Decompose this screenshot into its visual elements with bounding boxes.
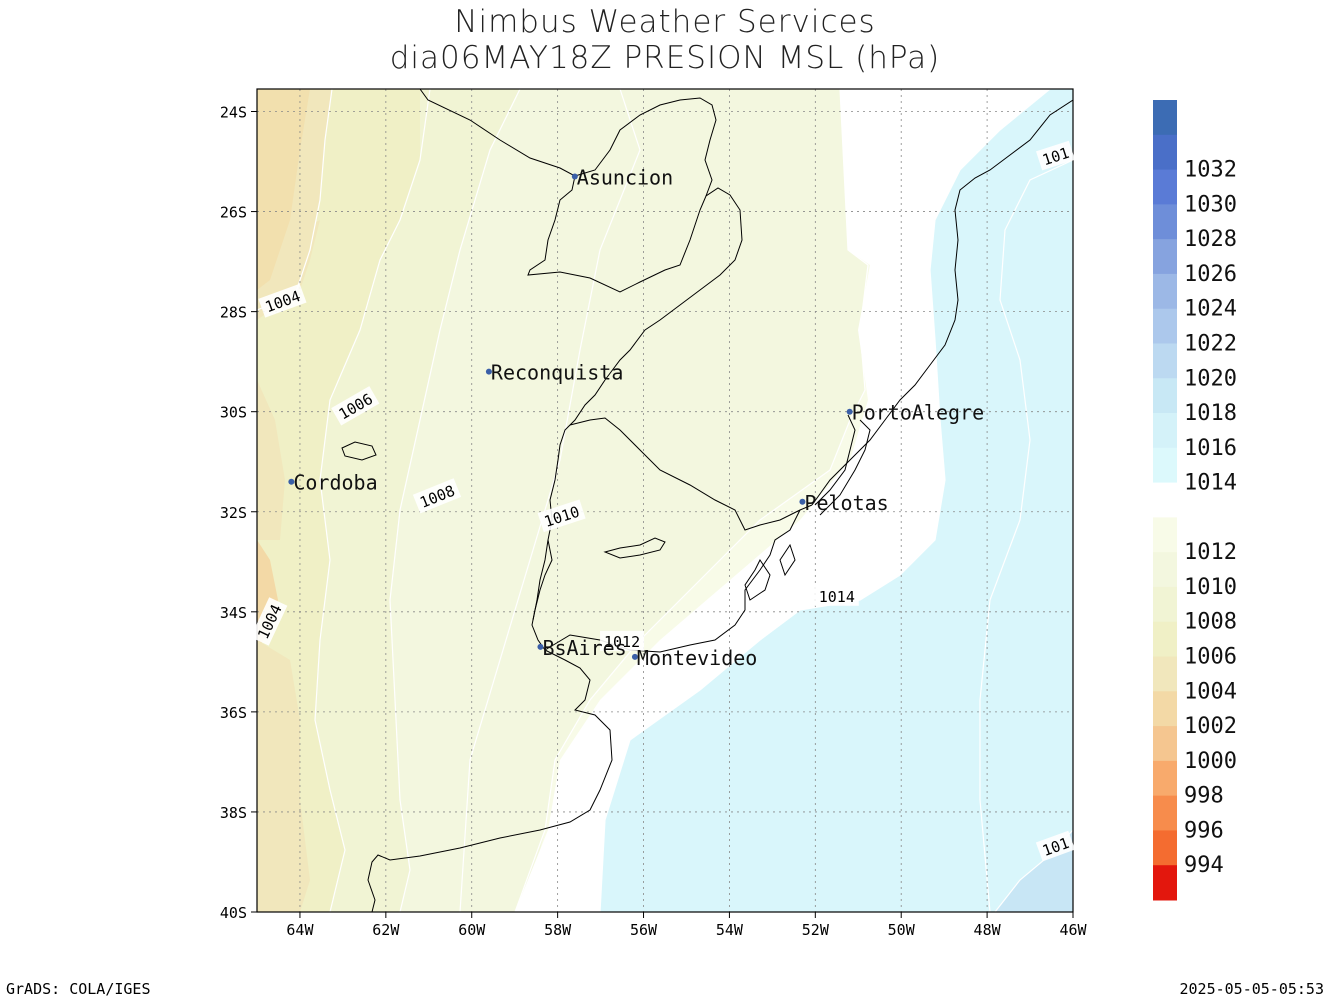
isobars (257, 89, 1073, 912)
colorbar-label: 1008 (1184, 610, 1237, 635)
city-markers: Asuncion Reconquista PortoAlegre Cordoba Pel… (288, 166, 984, 670)
colorbar-label: 998 (1184, 784, 1224, 809)
colorbar-label: 1028 (1184, 227, 1237, 252)
colorbar-swatch (1153, 517, 1177, 553)
colorbar-label: 1004 (1184, 679, 1237, 704)
colorbar-label: 1024 (1184, 297, 1237, 322)
lon-tick-label: 56W (630, 921, 658, 939)
city-dot (571, 173, 578, 180)
colorbar-swatch (1153, 169, 1177, 205)
colorbar: 1032 1030 1028 1026 1024 1022 1020 1018 1016 1014… (1153, 100, 1237, 901)
colorbar-swatch (1153, 552, 1177, 588)
lon-tick-label: 62W (372, 921, 400, 939)
city-dot (846, 408, 853, 415)
isobar-label: 1014 (814, 585, 859, 606)
lat-tick-label: 36S (220, 704, 247, 722)
colorbar-label: 1026 (1184, 262, 1237, 287)
colorbar-swatch (1153, 134, 1177, 171)
colorbar-label: 1032 (1184, 158, 1237, 183)
city-label: Cordoba (293, 471, 377, 495)
city-label: Pelotas (804, 491, 888, 515)
lat-tick-label: 32S (220, 504, 247, 522)
plot-frame (256, 88, 1074, 913)
colorbar-swatch (1153, 343, 1177, 379)
colorbar-swatch (1153, 378, 1177, 414)
colorbar-swatch (1153, 482, 1177, 518)
city-dot (485, 368, 492, 375)
colorbar-swatch (1153, 308, 1177, 344)
lon-tick-label: 46W (1059, 921, 1087, 939)
lat-tick-label: 30S (220, 404, 247, 422)
colorbar-label: 1022 (1184, 331, 1237, 356)
colorbar-label: 1002 (1184, 714, 1237, 739)
colorbar-label: 996 (1184, 818, 1224, 843)
lat-tick-label: 24S (220, 104, 247, 122)
colorbar-label: 1018 (1184, 401, 1237, 426)
lat-tick-label: 38S (220, 804, 247, 822)
lon-tick-label: 60W (458, 921, 486, 939)
grads-credit: GrADS: COLA/IGES (6, 980, 151, 998)
isobar-label: 1012 (600, 630, 645, 651)
pressure-fill (257, 89, 1073, 912)
lat-tick-label: 34S (220, 604, 247, 622)
map-subtitle: dia06MAY18Z PRESION MSL (hPa) (389, 40, 941, 76)
colorbar-label: 1012 (1184, 540, 1237, 565)
colorbar-swatch (1153, 239, 1177, 275)
colorbar-swatch (1153, 795, 1177, 831)
colorbar-swatch (1153, 447, 1177, 484)
lon-tick-label: 54W (716, 921, 744, 939)
colorbar-swatch (1153, 100, 1177, 136)
timestamp: 2025-05-05-05:53 (1179, 980, 1325, 998)
lon-tick-label: 58W (544, 921, 572, 939)
axis-ticks: 24S 26S 28S 30S 32S 34S 36S 38S 40S 64W 62W 60W 58W 5… (220, 104, 1088, 939)
colorbar-label: 1006 (1184, 645, 1237, 670)
colorbar-swatch (1153, 760, 1177, 797)
city-label: Asuncion (577, 166, 673, 190)
colorbar-swatch (1153, 586, 1177, 623)
city-label: BsAires (542, 636, 626, 660)
colorbar-label: 1014 (1184, 471, 1237, 496)
city-label: Reconquista (491, 361, 623, 385)
lat-tick-label: 28S (220, 304, 247, 322)
colorbar-swatch (1153, 865, 1177, 901)
colorbar-swatch (1153, 204, 1177, 240)
lat-tick-label: 40S (220, 904, 247, 922)
city-dot (799, 498, 806, 505)
city-dot (537, 643, 544, 650)
lon-tick-label: 52W (802, 921, 830, 939)
map-title: Nimbus Weather Services (454, 4, 876, 40)
colorbar-label: 1020 (1184, 366, 1237, 391)
colorbar-swatch (1153, 413, 1177, 449)
colorbar-label: 994 (1184, 853, 1224, 878)
city-dot (288, 478, 295, 485)
colorbar-swatch (1153, 656, 1177, 692)
colorbar-label: 1030 (1184, 192, 1237, 217)
city-dot (631, 653, 638, 660)
isobar-label-text: 1012 (604, 633, 640, 651)
lat-lon-grid (257, 89, 1074, 912)
lon-tick-label: 48W (974, 921, 1002, 939)
lon-tick-label: 50W (888, 921, 916, 939)
colorbar-swatch (1153, 830, 1177, 866)
isobar-label-text: 1014 (819, 588, 855, 606)
colorbar-swatch (1153, 691, 1177, 727)
lon-tick-label: 64W (286, 921, 314, 939)
colorbar-label: 1016 (1184, 436, 1237, 461)
colorbar-swatch (1153, 726, 1177, 762)
colorbar-label: 1010 (1184, 575, 1237, 600)
colorbar-swatch (1153, 273, 1177, 310)
colorbar-swatch (1153, 621, 1177, 658)
lat-tick-label: 26S (220, 204, 247, 222)
city-label: PortoAlegre (852, 401, 984, 425)
colorbar-label: 1000 (1184, 749, 1237, 774)
city-label: Montevideo (637, 646, 757, 670)
